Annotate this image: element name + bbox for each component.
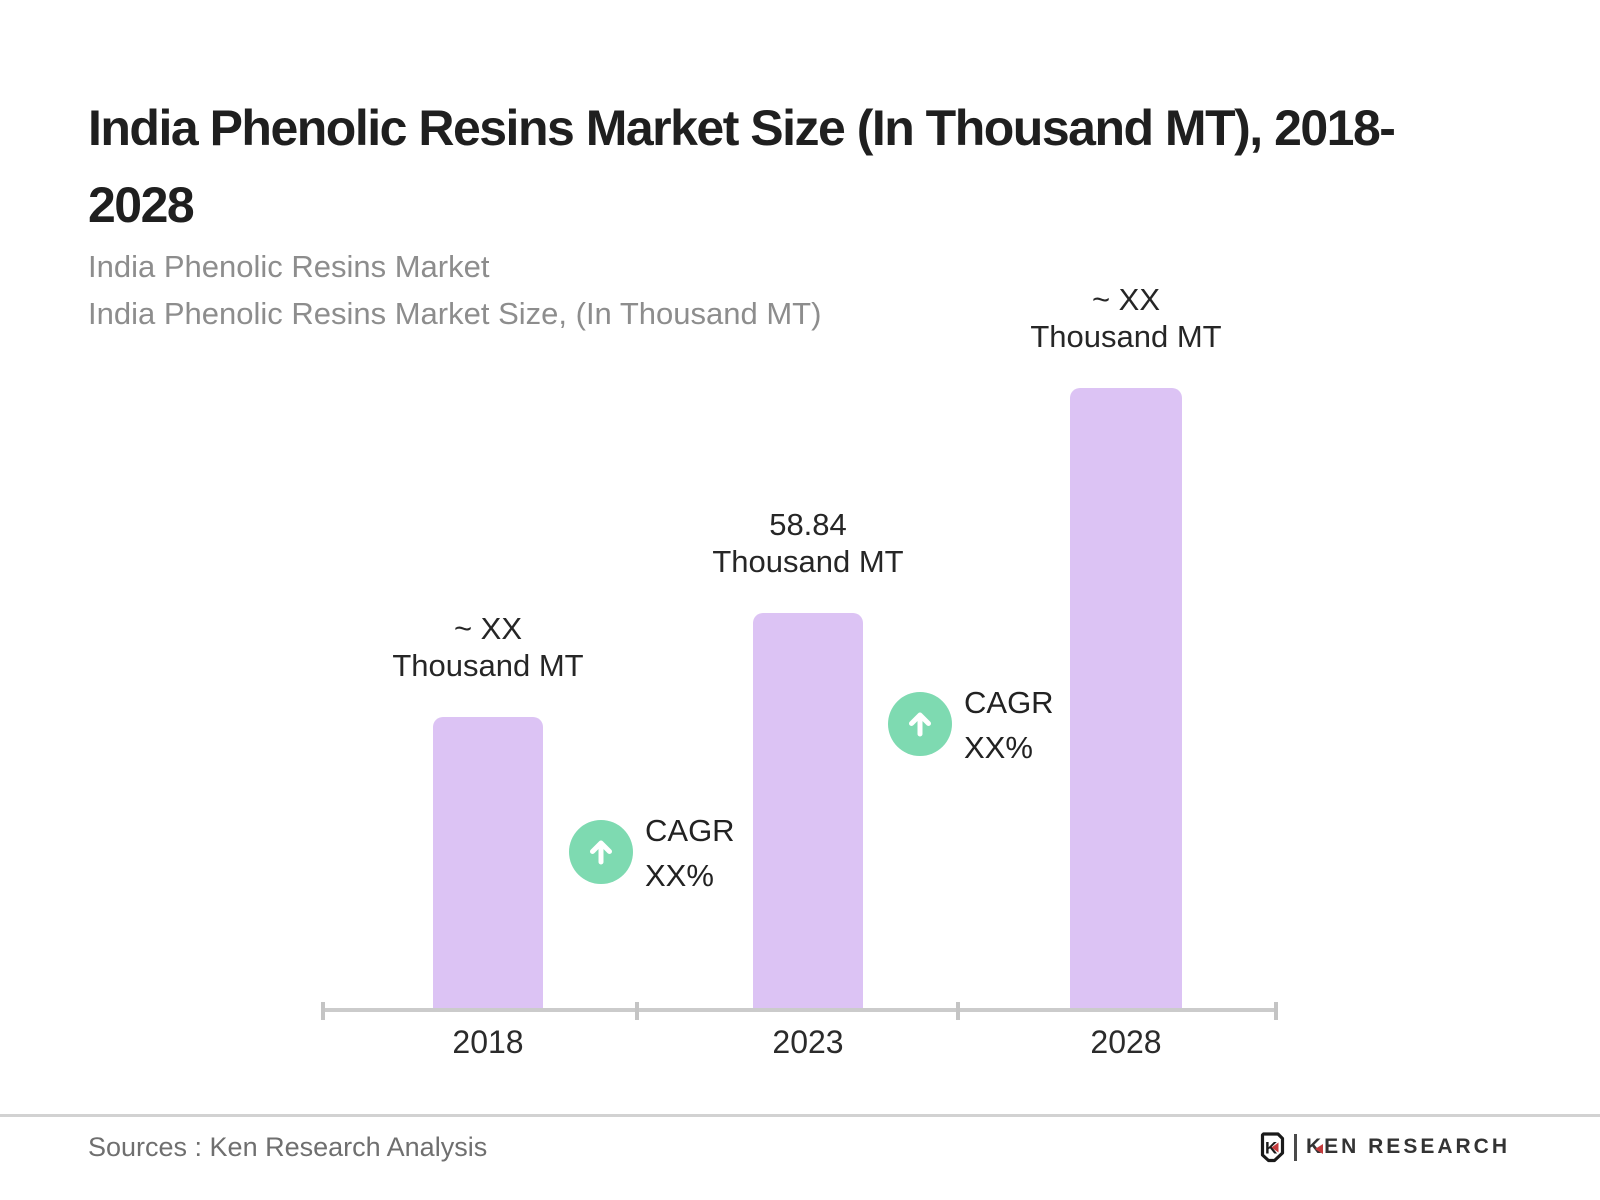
up-arrow-circle-icon [569,820,633,884]
cagr-label: CAGR [964,685,1054,720]
emblem-letter: K [1265,1138,1278,1157]
ken-research-emblem-icon: K [1260,1131,1285,1162]
cagr-value: XX% [964,730,1033,765]
x-axis-label-2018: 2018 [452,1024,524,1060]
ken-research-logo: K KEN RESEARCH [1260,1130,1510,1164]
cagr-value: XX% [645,858,714,893]
x-axis-line [323,1008,1278,1012]
bar-value-line2: Thousand MT [712,544,904,579]
bar-value-label-2018: ~ XX Thousand MT [328,610,648,684]
up-arrow-circle-icon [888,692,952,756]
up-arrow-glyph [590,840,612,865]
logo-separator [1293,1133,1297,1161]
bar-value-label-2028: ~ XX Thousand MT [966,281,1286,355]
chart-subtitle: India Phenolic Resins Market India Pheno… [88,243,821,337]
x-axis-tick [1274,1002,1278,1020]
bar-value-line1: ~ XX [453,611,523,646]
bar-2028 [1070,388,1182,1012]
x-axis-tick [635,1002,639,1020]
cagr-annotation: CAGR XX% [964,680,1054,770]
bar-2018 [433,717,543,1012]
page-title: India Phenolic Resins Market Size (In Th… [88,90,1548,244]
sources-text: Sources : Ken Research Analysis [88,1132,488,1162]
bar-value-line2: Thousand MT [392,648,584,683]
up-arrow-glyph [909,712,931,737]
cagr-label: CAGR [645,813,735,848]
x-axis-label-2023: 2023 [772,1024,844,1060]
bar-value-label-2023: 58.84 Thousand MT [648,506,968,580]
x-axis-label-2028: 2028 [1090,1024,1162,1060]
page-title-line1: India Phenolic Resins Market Size (In Th… [88,99,1396,156]
emblem-red-arrow [1271,1142,1279,1152]
chart-subtitle-line2: India Phenolic Resins Market Size, (In T… [88,296,822,331]
logo-text-wrap: KEN RESEARCH [1306,1135,1510,1159]
bar-value-line1: ~ XX [1091,282,1161,317]
logo-k-red-arrow-icon [1314,1144,1323,1154]
chart-subtitle-line1: India Phenolic Resins Market [88,249,490,284]
footer-divider [0,1114,1600,1117]
page-title-line2: 2028 [88,176,195,233]
bar-2023 [753,613,863,1012]
x-axis-tick [956,1002,960,1020]
bar-value-line2: Thousand MT [1030,319,1222,354]
cagr-annotation: CAGR XX% [645,808,735,898]
x-axis-tick [321,1002,325,1020]
bar-value-line1: 58.84 [769,507,847,542]
logo-brand-text: KEN RESEARCH [1305,1135,1510,1158]
